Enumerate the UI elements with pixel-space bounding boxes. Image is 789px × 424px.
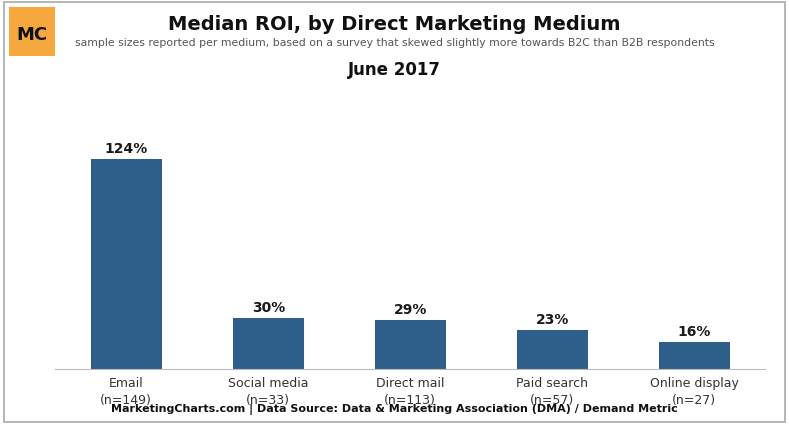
Text: 23%: 23% [536,313,569,327]
Bar [517,330,588,369]
Bar [91,159,162,369]
Text: MarketingCharts.com | Data Source: Data & Marketing Association (DMA) / Demand M: MarketingCharts.com | Data Source: Data … [111,404,678,415]
Text: June 2017: June 2017 [348,61,441,79]
Bar [375,320,446,369]
Text: Median ROI, by Direct Marketing Medium: Median ROI, by Direct Marketing Medium [168,15,621,34]
Text: 29%: 29% [394,303,427,317]
Bar [659,342,730,369]
Text: 16%: 16% [678,325,711,339]
Bar [233,318,304,369]
Text: sample sizes reported per medium, based on a survey that skewed slightly more to: sample sizes reported per medium, based … [75,38,714,48]
FancyBboxPatch shape [9,7,55,56]
Text: 30%: 30% [252,301,285,315]
Text: MC: MC [17,26,48,45]
Text: 124%: 124% [105,142,148,156]
